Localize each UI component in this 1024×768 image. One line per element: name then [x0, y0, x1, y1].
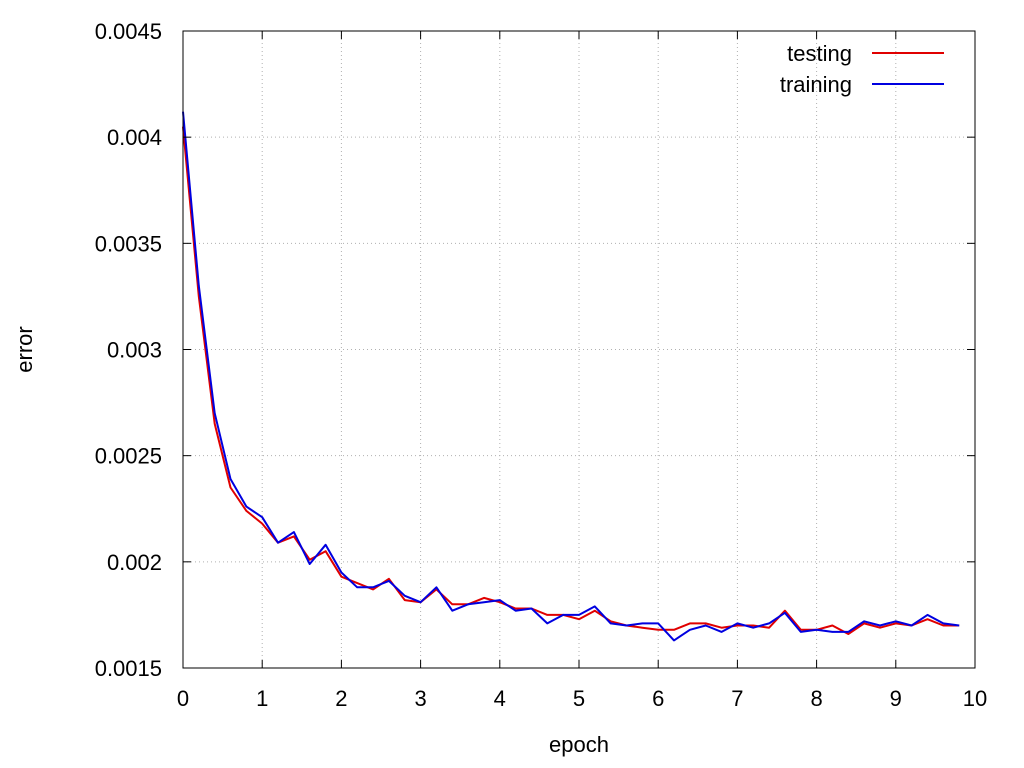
y-axis-tick-labels: 0.0015 0.002 0.0025 0.003 0.0035 0.004 0.0045	[95, 19, 162, 681]
x-tick-label: 10	[963, 686, 987, 711]
y-tick-label: 0.003	[107, 338, 162, 363]
y-tick-label: 0.0035	[95, 231, 162, 256]
x-tick-label: 3	[414, 686, 426, 711]
legend-label: testing	[787, 41, 852, 66]
legend: testing training	[780, 41, 944, 97]
y-tick-label: 0.004	[107, 125, 162, 150]
x-tick-label: 5	[573, 686, 585, 711]
x-axis-tick-labels: 0 1 2 3 4 5 6 7 8 9 10	[177, 686, 987, 711]
x-tick-label: 7	[731, 686, 743, 711]
axis-ticks	[182, 30, 976, 669]
x-tick-label: 4	[494, 686, 506, 711]
legend-label: training	[780, 72, 852, 97]
y-tick-label: 0.0045	[95, 19, 162, 44]
y-tick-label: 0.0025	[95, 444, 162, 469]
x-tick-label: 8	[810, 686, 822, 711]
x-tick-label: 6	[652, 686, 664, 711]
series-line-testing	[182, 126, 960, 635]
grid	[183, 31, 975, 668]
x-axis-label: epoch	[549, 732, 609, 757]
x-tick-label: 0	[177, 686, 189, 711]
x-tick-label: 1	[256, 686, 268, 711]
y-axis-label: error	[12, 326, 37, 372]
y-tick-label: 0.002	[107, 550, 162, 575]
series-group	[182, 111, 960, 642]
x-tick-label: 2	[335, 686, 347, 711]
x-tick-label: 9	[890, 686, 902, 711]
series-line-training	[182, 111, 960, 642]
y-tick-label: 0.0015	[95, 656, 162, 681]
